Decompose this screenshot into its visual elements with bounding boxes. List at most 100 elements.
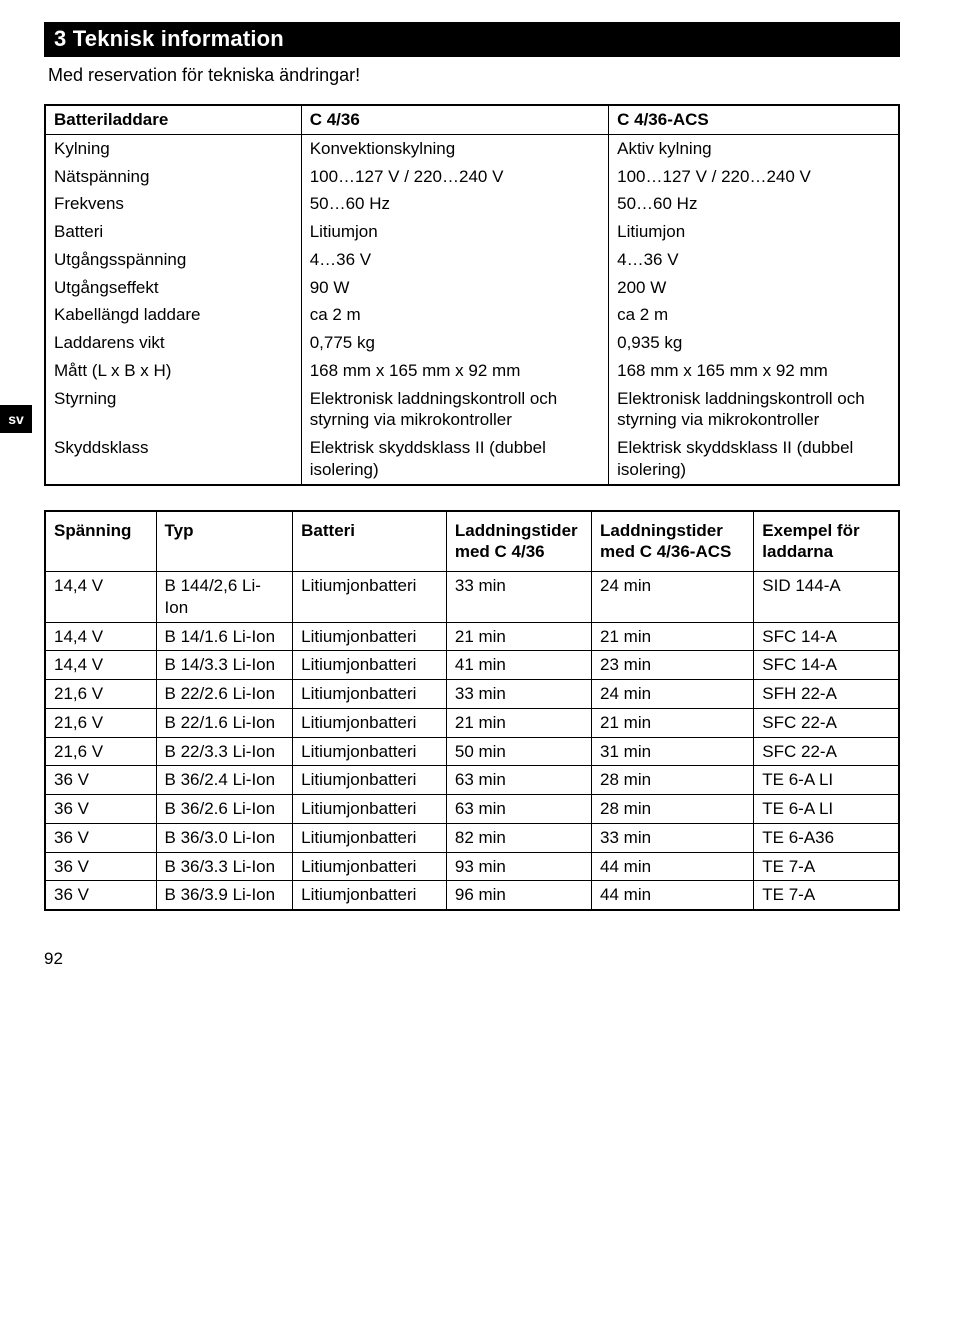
table-cell: 93 min [446,852,591,881]
table-cell: Utgångseffekt [45,274,301,302]
table-row: KylningKonvektionskylningAktiv kylning [45,134,899,162]
table-cell: 0,775 kg [301,329,608,357]
table-row: 36 VB 36/2.6 Li-IonLitiumjonbatteri63 mi… [45,795,899,824]
table-cell: 21 min [592,708,754,737]
table-cell: 168 mm x 165 mm x 92 mm [609,357,899,385]
header-cell: Exempel för laddarna [754,511,899,572]
table-cell: 21 min [592,622,754,651]
table-row: StyrningElektronisk laddningskontroll oc… [45,385,899,435]
table-cell: Litiumjon [301,218,608,246]
table-cell: 0,935 kg [609,329,899,357]
table-cell: Elektronisk laddningskontroll och styrni… [609,385,899,435]
table-cell: 21,6 V [45,680,156,709]
table-cell: Utgångsspänning [45,246,301,274]
table-cell: Konvektionskylning [301,134,608,162]
table-cell: B 14/3.3 Li-Ion [156,651,293,680]
table-cell: 90 W [301,274,608,302]
table-cell: 50…60 Hz [609,190,899,218]
table-cell: 4…36 V [301,246,608,274]
table-cell: 82 min [446,823,591,852]
table-cell: 24 min [592,680,754,709]
table-cell: Mått (L x B x H) [45,357,301,385]
table-cell: 21 min [446,708,591,737]
table-cell: 24 min [592,572,754,623]
table-row: Kabellängd laddareca 2 mca 2 m [45,301,899,329]
table-cell: Kylning [45,134,301,162]
table-cell: Litiumjonbatteri [293,852,447,881]
section-number: 3 [54,26,66,51]
table-cell: 36 V [45,852,156,881]
table-cell: Styrning [45,385,301,435]
table-cell: 33 min [592,823,754,852]
table-cell: 50 min [446,737,591,766]
table-cell: Frekvens [45,190,301,218]
table-cell: 44 min [592,881,754,910]
table-cell: Batteri [45,218,301,246]
table-cell: 33 min [446,572,591,623]
table-cell: ca 2 m [301,301,608,329]
table-cell: B 36/3.9 Li-Ion [156,881,293,910]
table-cell: Litiumjon [609,218,899,246]
table-cell: ca 2 m [609,301,899,329]
table-cell: 23 min [592,651,754,680]
table-row: 21,6 VB 22/2.6 Li-IonLitiumjonbatteri33 … [45,680,899,709]
table-cell: 168 mm x 165 mm x 92 mm [301,357,608,385]
table-header-row: Batteriladdare C 4/36 C 4/36-ACS [45,105,899,134]
table-cell: Litiumjonbatteri [293,823,447,852]
table-cell: 200 W [609,274,899,302]
header-cell: Spänning [45,511,156,572]
table-cell: 36 V [45,823,156,852]
table-cell: Kabellängd laddare [45,301,301,329]
header-cell: C 4/36 [301,105,608,134]
table-cell: 36 V [45,881,156,910]
table-row: Mått (L x B x H)168 mm x 165 mm x 92 mm1… [45,357,899,385]
table-cell: 28 min [592,795,754,824]
table-row: 21,6 VB 22/1.6 Li-IonLitiumjonbatteri21 … [45,708,899,737]
table-cell: Litiumjonbatteri [293,622,447,651]
table-cell: 96 min [446,881,591,910]
language-tab: sv [0,405,32,433]
table-row: Frekvens50…60 Hz50…60 Hz [45,190,899,218]
table-cell: Litiumjonbatteri [293,795,447,824]
table-cell: TE 6-A LI [754,766,899,795]
table-cell: 33 min [446,680,591,709]
table-cell: B 144/2,6 Li-Ion [156,572,293,623]
table-row: BatteriLitiumjonLitiumjon [45,218,899,246]
table-cell: SFH 22-A [754,680,899,709]
header-cell: Laddnings­tider med C 4/36-ACS [592,511,754,572]
table-cell: TE 6-A LI [754,795,899,824]
table-cell: B 36/2.6 Li-Ion [156,795,293,824]
table-cell: Elektrisk skyddsklass II (dubbel isoleri… [609,434,899,485]
table-cell: 4…36 V [609,246,899,274]
table-cell: 36 V [45,766,156,795]
table-cell: Elektronisk laddningskontroll och styrni… [301,385,608,435]
table-cell: 100…127 V / 220…240 V [301,163,608,191]
table-cell: B 22/3.3 Li-Ion [156,737,293,766]
header-cell: Batteri [293,511,447,572]
table-cell: Litiumjonbatteri [293,572,447,623]
table-cell: B 22/2.6 Li-Ion [156,680,293,709]
charging-table: Spänning Typ Batteri Laddnings­tider med… [44,510,900,912]
table-cell: 21,6 V [45,708,156,737]
section-title: Teknisk information [73,26,284,51]
table-cell: 21 min [446,622,591,651]
section-header: 3 Teknisk information [44,22,900,57]
table-cell: Litiumjonbatteri [293,651,447,680]
table-row: 36 VB 36/3.0 Li-IonLitiumjonbatteri82 mi… [45,823,899,852]
table-cell: 28 min [592,766,754,795]
table-cell: Elektrisk skyddsklass II (dubbel isoleri… [301,434,608,485]
table-header-row: Spänning Typ Batteri Laddnings­tider med… [45,511,899,572]
table-row: 14,4 VB 14/1.6 Li-IonLitiumjonbatteri21 … [45,622,899,651]
table-cell: B 36/3.3 Li-Ion [156,852,293,881]
table-row: 36 VB 36/2.4 Li-IonLitiumjonbatteri63 mi… [45,766,899,795]
table-cell: 14,4 V [45,651,156,680]
table-cell: 21,6 V [45,737,156,766]
table-row: 14,4 VB 14/3.3 Li-IonLitiumjonbatteri41 … [45,651,899,680]
table-cell: SFC 14-A [754,622,899,651]
table-cell: SFC 22-A [754,737,899,766]
table-row: Utgångseffekt90 W200 W [45,274,899,302]
spec-table: Batteriladdare C 4/36 C 4/36-ACS Kylning… [44,104,900,486]
table-cell: Litiumjonbatteri [293,680,447,709]
table-cell: SID 144-A [754,572,899,623]
table-cell: 63 min [446,795,591,824]
